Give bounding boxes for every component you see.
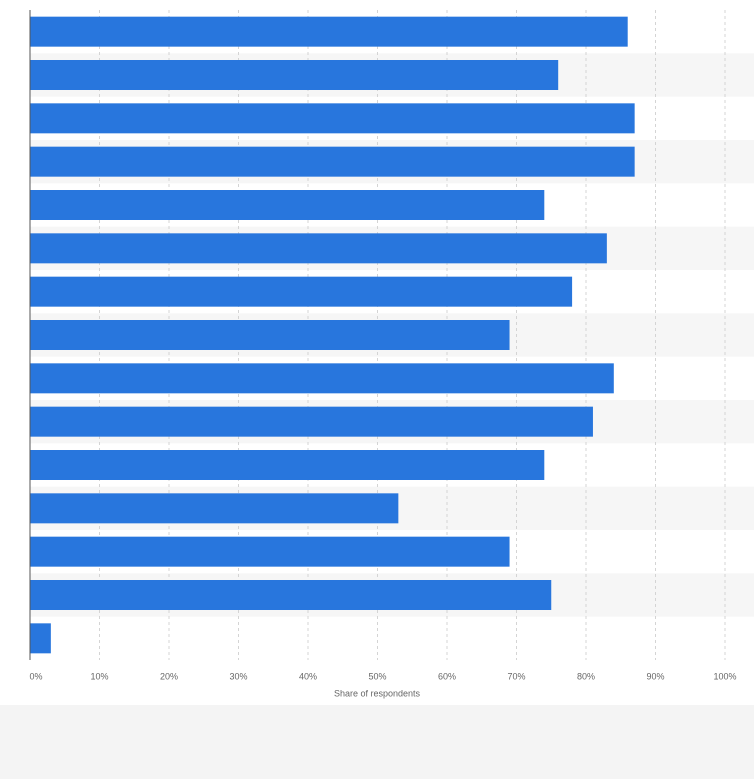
bar [30, 450, 545, 480]
x-tick-label: 10% [90, 671, 108, 681]
bar [30, 60, 559, 90]
bar [30, 320, 510, 350]
bar [30, 536, 510, 567]
bar [30, 103, 635, 134]
x-tick-label: 30% [229, 671, 247, 681]
bar [30, 16, 628, 47]
x-tick-label: 80% [577, 671, 595, 681]
x-tick-label: 20% [160, 671, 178, 681]
x-tick-label: 40% [299, 671, 317, 681]
bar [30, 363, 614, 394]
x-tick-label: 50% [368, 671, 386, 681]
bar [30, 276, 573, 307]
x-tick-label: 70% [507, 671, 525, 681]
bar [30, 146, 635, 177]
x-tick-label: 0% [29, 671, 42, 681]
bar [30, 580, 552, 610]
bar [30, 190, 545, 220]
bar [30, 406, 593, 437]
x-tick-label: 100% [713, 671, 736, 681]
bar [30, 233, 607, 264]
x-tick-label: 90% [646, 671, 664, 681]
bar [30, 623, 51, 654]
x-tick-label: 60% [438, 671, 456, 681]
x-axis-label: Share of respondents [334, 688, 421, 698]
bar [30, 493, 399, 524]
